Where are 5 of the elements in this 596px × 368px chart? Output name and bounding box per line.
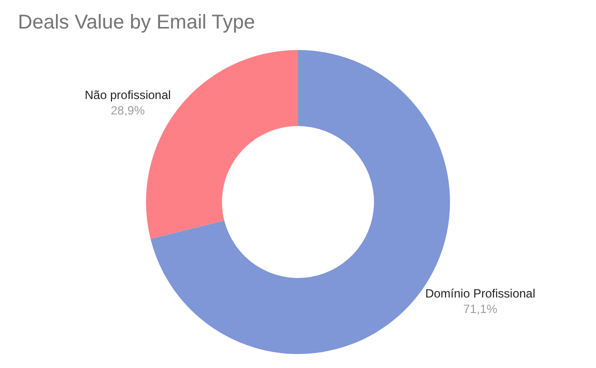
data-label: 71,1% bbox=[463, 302, 498, 316]
chart-title: Deals Value by Email Type bbox=[18, 12, 256, 34]
slice-label: Não profissional bbox=[84, 88, 171, 102]
data-label: 28,9% bbox=[110, 104, 146, 118]
slice-label: Domínio Profissional bbox=[425, 286, 536, 300]
